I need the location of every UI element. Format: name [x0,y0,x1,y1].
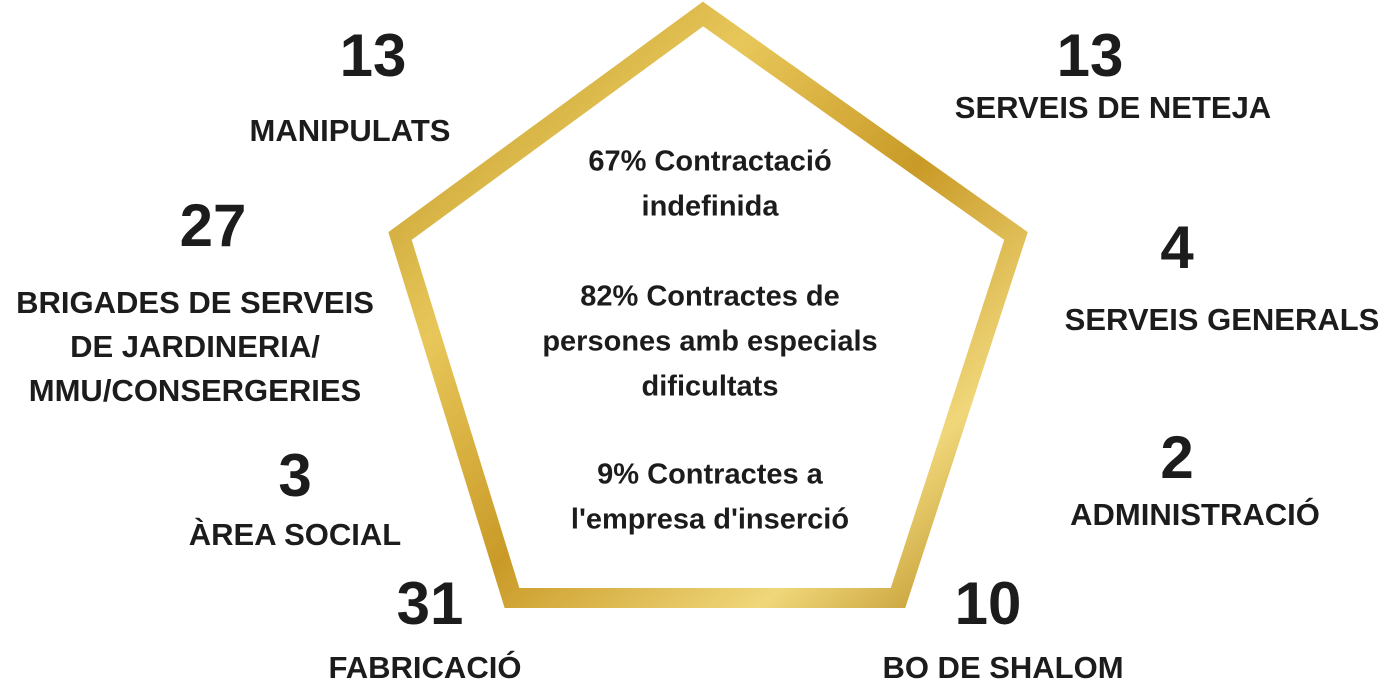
item-label: SERVEIS DE NETEJA [955,90,1271,125]
item-label: BO DE SHALOM [882,650,1123,685]
item-label: FABRICACIÓ [329,649,522,685]
item-number: 13 [340,22,407,89]
item-number: 27 [180,192,247,259]
item-number: 10 [955,570,1022,637]
center-stat: dificultats [642,371,779,403]
center-stat: l'empresa d'inserció [571,504,849,536]
item-label: BRIGADES DE SERVEIS [16,285,374,320]
item-label: ADMINISTRACIÓ [1070,496,1320,532]
item-number: 2 [1160,424,1193,491]
item-number: 4 [1160,214,1194,281]
item-number: 13 [1057,22,1124,89]
item-label: ÀREA SOCIAL [189,517,401,552]
item-number: 3 [278,442,311,509]
center-stat: indefinida [642,191,780,223]
item-label: SERVEIS GENERALS [1065,302,1380,337]
item-label: DE JARDINERIA/ [70,329,320,364]
center-stat: 82% Contractes de [580,281,840,313]
center-stat: persones amb especials [542,326,877,358]
item-label: MMU/CONSERGERIES [29,373,361,408]
item-number: 31 [397,570,464,637]
center-stat: 67% Contractació [588,146,831,178]
center-stat: 9% Contractes a [597,459,824,491]
pentagon [388,1,1028,608]
item-label: MANIPULATS [250,113,451,148]
